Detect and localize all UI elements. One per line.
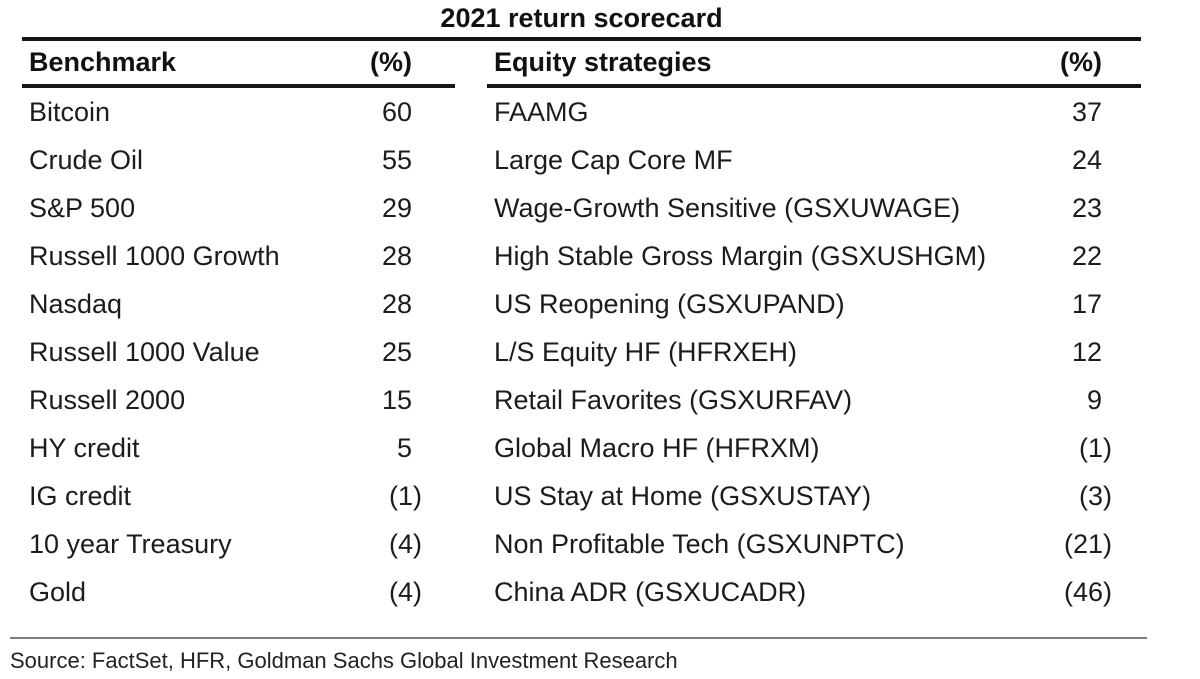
row-value: 24 [1071,144,1102,175]
row-value: 12 [1071,336,1102,367]
row-label: Gold [29,576,87,607]
row-label: Bitcoin [29,96,111,127]
table-row: Gold (4) [22,568,455,616]
row-value: 15 [381,384,412,415]
row-value: 29 [381,192,412,223]
source-text: Source: FactSet, HFR, Goldman Sachs Glob… [10,648,678,673]
table-row: Large Cap Core MF 24 [487,136,1141,184]
benchmark-percent-header: (%) [370,47,412,77]
row-label: Large Cap Core MF [494,144,733,175]
row-value: (46) [1063,576,1112,607]
table-row: US Stay at Home (GSXUSTAY) (3) [487,472,1141,520]
row-value: 9 [1086,384,1102,415]
row-value: 55 [381,144,412,175]
table-row: Russell 1000 Value 25 [22,328,455,376]
row-label: HY credit [29,432,140,463]
row-value: (4) [389,576,422,607]
row-label: US Stay at Home (GSXUSTAY) [494,480,872,511]
table-row: Nasdaq 28 [22,280,455,328]
table-row: Retail Favorites (GSXURFAV) 9 [487,376,1141,424]
figure-title: 2021 return scorecard [440,3,723,33]
row-value: (1) [1079,432,1112,463]
benchmark-header-label: Benchmark [29,47,177,77]
row-value: (4) [389,528,422,559]
row-label: L/S Equity HF (HFRXEH) [494,336,798,367]
table-row: IG credit (1) [22,472,455,520]
row-value: 28 [381,288,412,319]
table-row: China ADR (GSXUCADR) (46) [487,568,1141,616]
table-row: L/S Equity HF (HFRXEH) 12 [487,328,1141,376]
row-label: Global Macro HF (HFRXM) [494,432,820,463]
top-rule [22,37,1141,41]
table-row: Crude Oil 55 [22,136,455,184]
table-row: S&P 500 29 [22,184,455,232]
row-value: (3) [1079,480,1112,511]
row-value: 23 [1071,192,1102,223]
row-label: Crude Oil [29,144,144,175]
equity-percent-header: (%) [1060,47,1102,77]
row-label: IG credit [29,480,132,511]
row-label: High Stable Gross Margin (GSXUSHGM) [494,240,987,271]
row-value: 17 [1071,288,1102,319]
row-value: 25 [381,336,412,367]
row-label: Russell 1000 Value [29,336,260,367]
table-row: FAAMG 37 [487,88,1141,136]
table-row: Global Macro HF (HFRXM) (1) [487,424,1141,472]
row-label: China ADR (GSXUCADR) [494,576,807,607]
table-row: 10 year Treasury (4) [22,520,455,568]
table-row: HY credit 5 [22,424,455,472]
row-label: FAAMG [494,96,589,127]
row-value: 37 [1071,96,1102,127]
table-row: Bitcoin 60 [22,88,455,136]
benchmark-table-header: Benchmark (%) [22,41,455,88]
row-value: 28 [381,240,412,271]
table-row: Non Profitable Tech (GSXUNPTC) (21) [487,520,1141,568]
table-row: US Reopening (GSXUPAND) 17 [487,280,1141,328]
row-label: Russell 2000 [29,384,186,415]
table-row: Russell 1000 Growth 28 [22,232,455,280]
equity-strategies-table-header: Equity strategies (%) [487,41,1141,88]
row-value: 5 [396,432,412,463]
row-label: Wage-Growth Sensitive (GSXUWAGE) [494,192,961,223]
table-row: Russell 2000 15 [22,376,455,424]
row-label: US Reopening (GSXUPAND) [494,288,845,319]
row-value: 60 [381,96,412,127]
table-row: High Stable Gross Margin (GSXUSHGM) 22 [487,232,1141,280]
source-divider [10,637,1147,639]
row-value: 22 [1071,240,1102,271]
equity-strategies-header-label: Equity strategies [494,47,712,77]
row-value: (21) [1063,528,1112,559]
row-label: S&P 500 [29,192,136,223]
tables-container: Benchmark (%) Bitcoin 60 Crude Oil 55 [22,41,1141,616]
row-label: Non Profitable Tech (GSXUNPTC) [494,528,905,559]
benchmark-table: Benchmark (%) Bitcoin 60 Crude Oil 55 [22,41,455,616]
row-label: Russell 1000 Growth [29,240,280,271]
row-label: Nasdaq [29,288,123,319]
row-label: 10 year Treasury [29,528,232,559]
scorecard-tables: Benchmark (%) Bitcoin 60 Crude Oil 55 [22,37,1141,616]
equity-strategies-table: Equity strategies (%) FAAMG 37 Large Cap… [487,41,1141,616]
row-label: Retail Favorites (GSXURFAV) [494,384,853,415]
table-row: Wage-Growth Sensitive (GSXUWAGE) 23 [487,184,1141,232]
row-value: (1) [389,480,422,511]
